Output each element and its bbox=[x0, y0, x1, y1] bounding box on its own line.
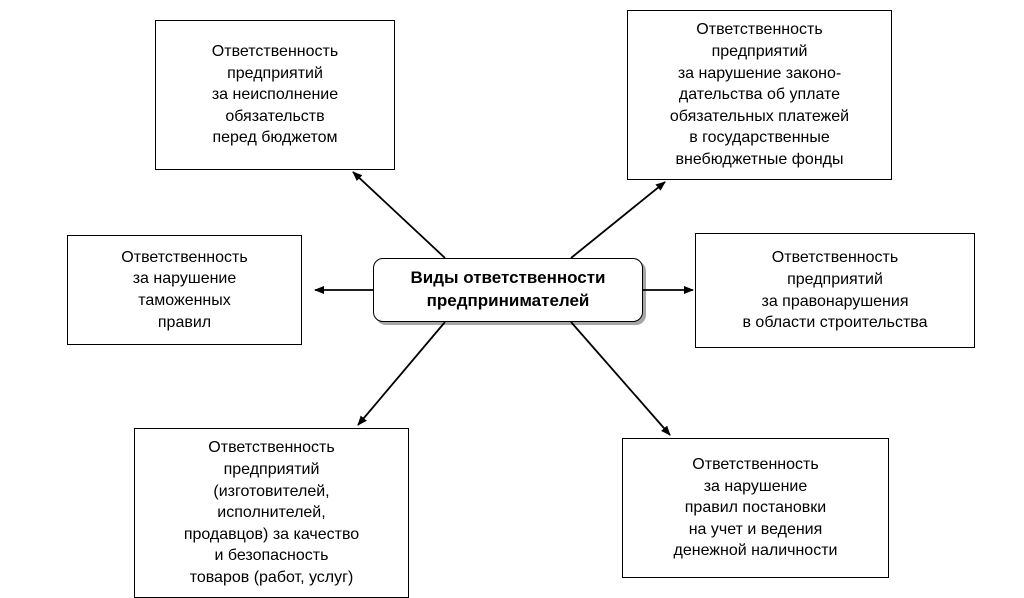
arrow-1 bbox=[571, 182, 665, 258]
node-mid-right: Ответственность предприятий за правонару… bbox=[695, 233, 975, 348]
node-mid-left: Ответственность за нарушение таможенных … bbox=[67, 235, 302, 345]
node-bot-left: Ответственность предприятий (изготовител… bbox=[134, 428, 409, 598]
node-top-right: Ответственность предприятий за нарушение… bbox=[627, 10, 892, 180]
arrow-4 bbox=[358, 322, 445, 425]
center-node: Виды ответственности предпринимателей bbox=[373, 258, 643, 322]
node-bot-right: Ответственность за нарушение правил пост… bbox=[622, 438, 889, 578]
node-top-left: Ответственность предприятий за неисполне… bbox=[155, 20, 395, 170]
arrow-5 bbox=[571, 322, 670, 435]
arrow-0 bbox=[353, 172, 445, 258]
